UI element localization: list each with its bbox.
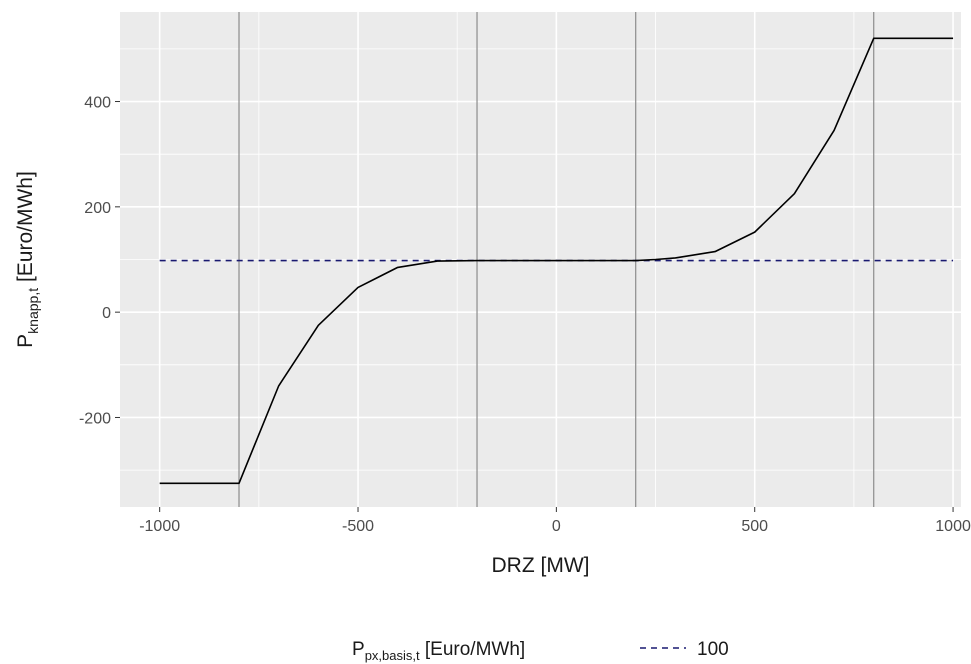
y-axis-title-sub: knapp,t	[25, 288, 41, 334]
legend-title-sub: px,basis,t	[365, 648, 420, 663]
x-axis-title: DRZ [MW]	[492, 554, 590, 577]
series-line	[159, 37, 954, 485]
y-tick-label: -200	[79, 410, 111, 427]
x-tick-label: 1000	[935, 518, 971, 535]
y-tick-label: 0	[102, 305, 111, 322]
legend-label: 100	[697, 639, 729, 660]
x-tick-label: -500	[342, 518, 374, 535]
y-axis-title-rest: [Euro/MWh]	[14, 171, 37, 288]
legend-title-rest: [Euro/MWh]	[420, 639, 526, 660]
y-tick-label: 400	[84, 95, 111, 112]
series-group	[159, 37, 954, 485]
legend-title: Ppx,basis,t [Euro/MWh]	[352, 639, 525, 663]
y-tick-label: 200	[84, 200, 111, 217]
major-grid	[120, 12, 961, 507]
vertical-reference-lines	[238, 12, 875, 507]
y-axis-title: Pknapp,t [Euro/MWh]	[14, 171, 41, 348]
y-axis-title-main: P	[14, 334, 37, 348]
legend: Ppx,basis,t [Euro/MWh] 100	[352, 639, 729, 663]
x-axis-ticks: -1000 -500 0 500 1000	[139, 507, 971, 535]
x-tick-label: -1000	[139, 518, 180, 535]
x-tick-label: 500	[741, 518, 768, 535]
y-axis-ticks: -200 0 200 400	[79, 95, 120, 427]
x-tick-label: 0	[552, 518, 561, 535]
legend-title-main: P	[352, 639, 365, 660]
